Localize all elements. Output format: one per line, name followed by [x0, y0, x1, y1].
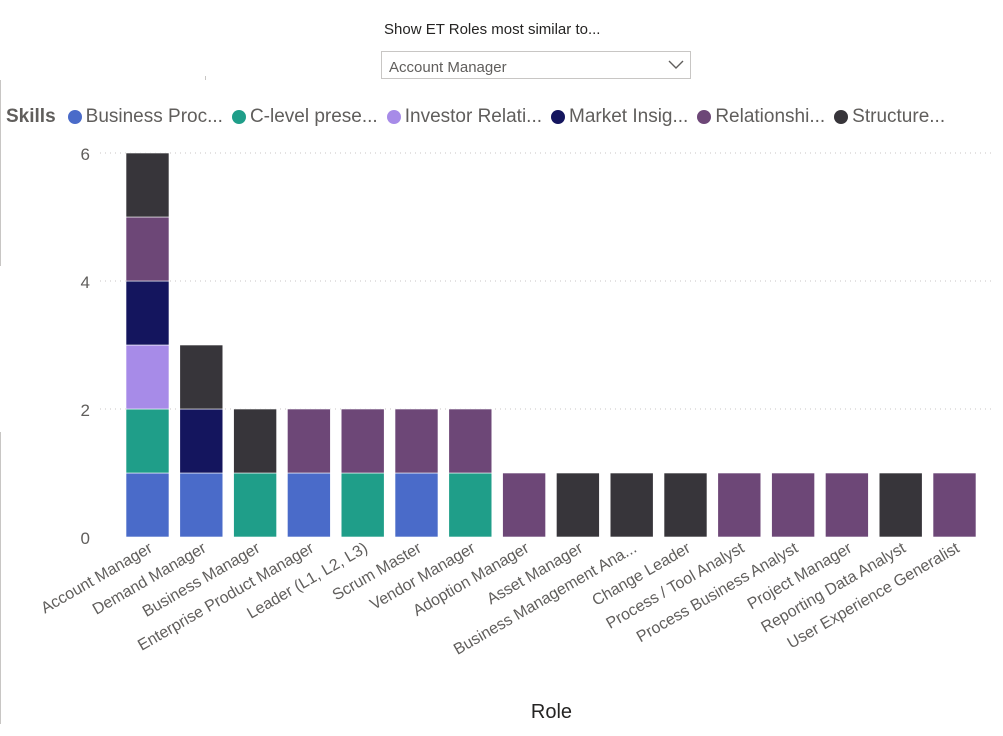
y-tick-label: 2: [81, 401, 90, 420]
legend-title: Skills: [6, 106, 56, 127]
chevron-down-icon: [668, 60, 684, 69]
bar-segment[interactable]: [340, 472, 385, 538]
bar-segment[interactable]: [179, 472, 224, 538]
legend-dot-icon: [551, 110, 565, 124]
bar-segment[interactable]: [717, 472, 762, 538]
role-dropdown[interactable]: Account Manager: [381, 51, 691, 79]
legend-label: C-level prese...: [249, 106, 378, 127]
legend-item[interactable]: Business Proc...: [67, 106, 223, 128]
bar-segment[interactable]: [825, 472, 869, 538]
bar-segment[interactable]: [878, 472, 923, 538]
bar-segment[interactable]: [287, 472, 331, 538]
legend-item[interactable]: Market Insig...: [551, 106, 688, 128]
y-tick-label: 4: [81, 273, 90, 292]
role-dropdown-value: Account Manager: [389, 59, 507, 76]
bar-segment[interactable]: [125, 216, 170, 282]
left-edge-line: [0, 80, 1, 266]
legend-label: Investor Relati...: [404, 106, 542, 127]
bar-segment[interactable]: [502, 472, 546, 538]
bar-segment[interactable]: [932, 472, 977, 538]
legend-label: Relationshi...: [715, 106, 826, 127]
chart-legend: Skills Business Proc... C-level prese... I…: [6, 104, 954, 130]
legend-label: Structure...: [852, 106, 946, 127]
bar-segment[interactable]: [179, 408, 224, 474]
legend-label: Business Proc...: [85, 106, 223, 127]
bar-segment[interactable]: [125, 408, 170, 474]
bar-segment[interactable]: [663, 472, 708, 538]
bar-segment[interactable]: [125, 344, 170, 410]
bar-segment[interactable]: [287, 408, 331, 474]
divider-tick: [205, 76, 206, 80]
legend-item[interactable]: Investor Relati...: [386, 106, 542, 128]
bar-segment[interactable]: [179, 344, 224, 410]
legend-dot-icon: [834, 110, 849, 124]
bar-segment[interactable]: [125, 280, 170, 346]
bar-segment[interactable]: [556, 472, 600, 538]
bar-segment[interactable]: [771, 472, 815, 538]
bar-segment[interactable]: [448, 408, 493, 474]
legend-dot-icon: [697, 110, 712, 124]
legend-item[interactable]: Relationshi...: [697, 106, 825, 128]
legend-dot-icon: [231, 110, 246, 124]
bar-segment[interactable]: [125, 152, 170, 218]
legend-item[interactable]: C-level prese...: [231, 106, 378, 128]
bar-segment[interactable]: [448, 472, 493, 538]
y-tick-label: 6: [81, 145, 90, 164]
legend-item[interactable]: Structure...: [834, 106, 945, 128]
x-axis-title: Role: [530, 701, 573, 723]
y-tick-label: 0: [81, 529, 90, 548]
legend-label: Market Insig...: [569, 106, 689, 127]
bar-segment[interactable]: [233, 472, 277, 538]
legend-dot-icon: [386, 110, 401, 124]
bar-segment[interactable]: [609, 472, 654, 538]
bar-segment[interactable]: [340, 408, 385, 474]
legend-dot-icon: [67, 110, 82, 124]
left-edge-line: [0, 432, 1, 724]
slicer-title: Show ET Roles most similar to...: [384, 21, 601, 38]
bar-segment[interactable]: [125, 472, 170, 538]
bar-segment[interactable]: [394, 408, 439, 474]
bar-segment[interactable]: [394, 472, 439, 538]
bar-segment[interactable]: [233, 408, 277, 474]
